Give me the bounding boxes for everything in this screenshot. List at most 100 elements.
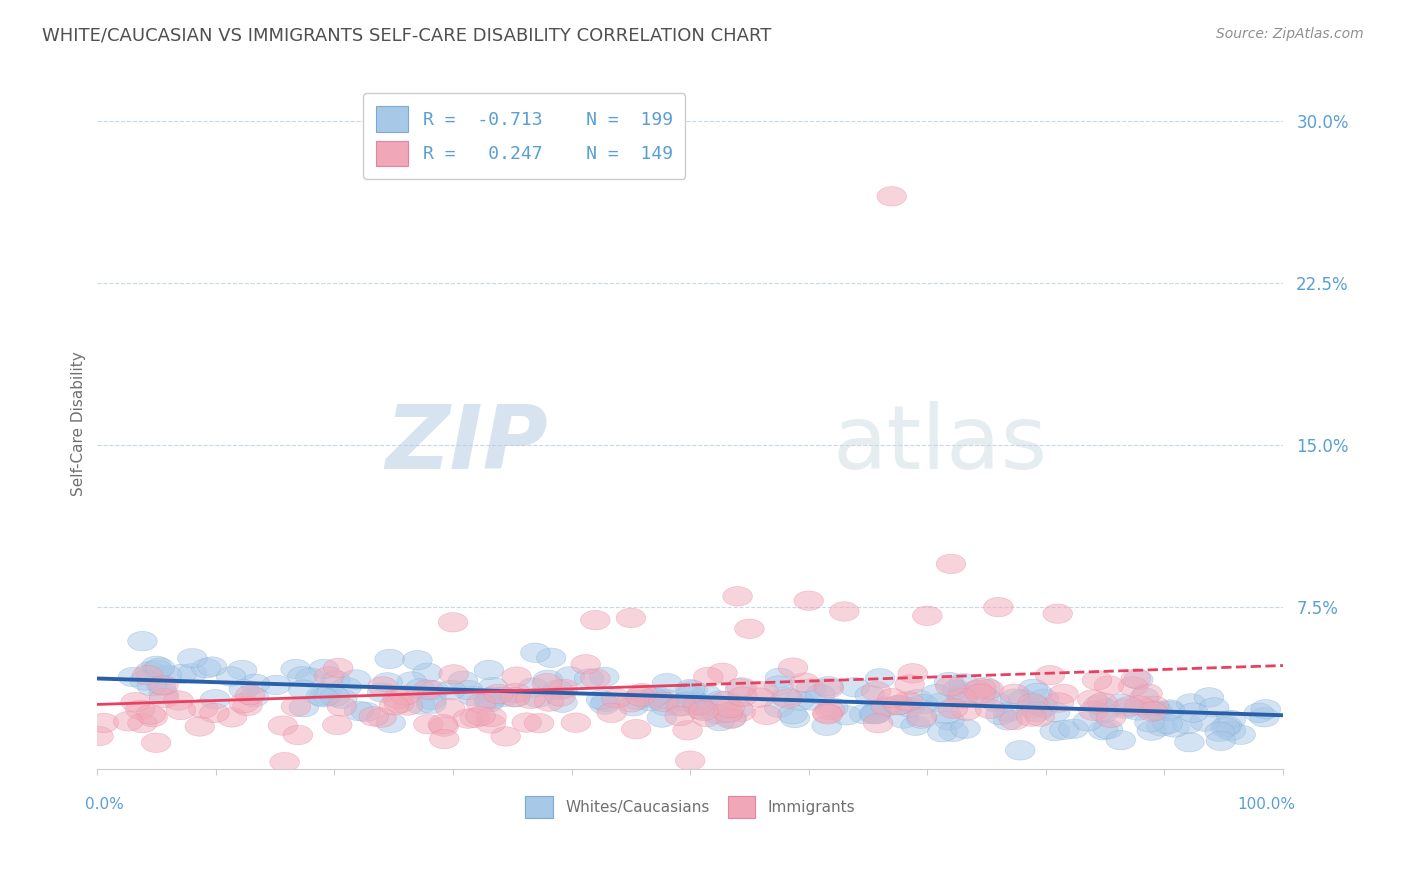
Ellipse shape [665,706,695,726]
Ellipse shape [484,684,513,704]
Ellipse shape [1018,679,1047,698]
Ellipse shape [281,697,311,716]
Ellipse shape [1088,693,1118,712]
Ellipse shape [413,714,443,734]
Ellipse shape [1173,714,1202,734]
Ellipse shape [128,632,157,651]
Ellipse shape [200,690,229,709]
Ellipse shape [778,705,807,724]
Ellipse shape [616,608,645,628]
Ellipse shape [239,688,269,706]
Ellipse shape [571,655,600,674]
Ellipse shape [849,705,879,723]
Ellipse shape [928,723,957,742]
Ellipse shape [716,709,745,729]
Ellipse shape [683,696,713,715]
Ellipse shape [745,688,775,707]
Ellipse shape [689,701,718,721]
Ellipse shape [811,716,841,736]
Ellipse shape [884,695,914,714]
Ellipse shape [328,690,357,708]
Ellipse shape [188,699,218,718]
Ellipse shape [949,689,979,708]
Ellipse shape [993,702,1022,722]
Ellipse shape [502,667,531,686]
Ellipse shape [523,688,553,707]
Ellipse shape [1088,721,1118,740]
Ellipse shape [1092,720,1123,739]
Ellipse shape [375,649,405,669]
Ellipse shape [813,705,842,724]
Ellipse shape [177,664,207,683]
Ellipse shape [725,679,755,698]
Ellipse shape [534,692,564,711]
Ellipse shape [651,690,681,709]
Ellipse shape [859,705,889,723]
Ellipse shape [128,714,157,733]
Ellipse shape [865,669,894,688]
Ellipse shape [1137,721,1167,740]
Ellipse shape [966,684,995,704]
Ellipse shape [1005,740,1035,760]
Ellipse shape [229,693,259,713]
Ellipse shape [1000,684,1029,704]
Ellipse shape [862,701,891,721]
Ellipse shape [692,685,721,705]
Ellipse shape [142,733,172,753]
Ellipse shape [344,701,374,721]
Ellipse shape [287,666,318,686]
Ellipse shape [235,685,266,705]
Ellipse shape [547,693,578,713]
Ellipse shape [1022,702,1052,722]
Ellipse shape [1045,693,1074,712]
Ellipse shape [908,694,938,714]
Ellipse shape [412,663,443,682]
Ellipse shape [402,650,432,670]
Ellipse shape [765,668,794,688]
Ellipse shape [673,721,703,740]
Ellipse shape [581,669,610,689]
Ellipse shape [501,688,530,707]
Ellipse shape [675,680,704,699]
Ellipse shape [832,706,862,725]
Ellipse shape [872,697,901,716]
Ellipse shape [797,690,827,710]
Ellipse shape [1121,669,1150,689]
Ellipse shape [281,659,311,679]
Ellipse shape [367,682,396,702]
Ellipse shape [1017,698,1046,717]
Ellipse shape [375,714,406,732]
Ellipse shape [598,703,627,723]
Ellipse shape [893,691,922,711]
Ellipse shape [706,712,735,731]
Ellipse shape [474,660,503,680]
Ellipse shape [862,704,891,723]
Ellipse shape [935,711,965,731]
Ellipse shape [197,657,226,676]
Ellipse shape [232,697,263,715]
Ellipse shape [177,648,207,668]
Ellipse shape [785,691,814,711]
Ellipse shape [976,699,1005,719]
Ellipse shape [1129,688,1159,707]
Ellipse shape [1073,712,1102,731]
Ellipse shape [89,713,118,732]
Ellipse shape [1137,702,1167,721]
Ellipse shape [790,673,820,692]
Ellipse shape [1018,694,1047,713]
Ellipse shape [1083,671,1112,690]
Ellipse shape [641,686,671,706]
Text: ZIP: ZIP [385,401,548,488]
Ellipse shape [693,667,723,687]
Ellipse shape [436,681,465,700]
Ellipse shape [520,643,550,663]
Ellipse shape [543,680,574,699]
Ellipse shape [723,587,752,606]
Ellipse shape [322,715,352,735]
Ellipse shape [636,691,665,711]
Ellipse shape [939,722,969,741]
Ellipse shape [581,610,610,630]
Ellipse shape [533,670,562,690]
Ellipse shape [524,714,554,733]
Ellipse shape [1147,716,1177,736]
